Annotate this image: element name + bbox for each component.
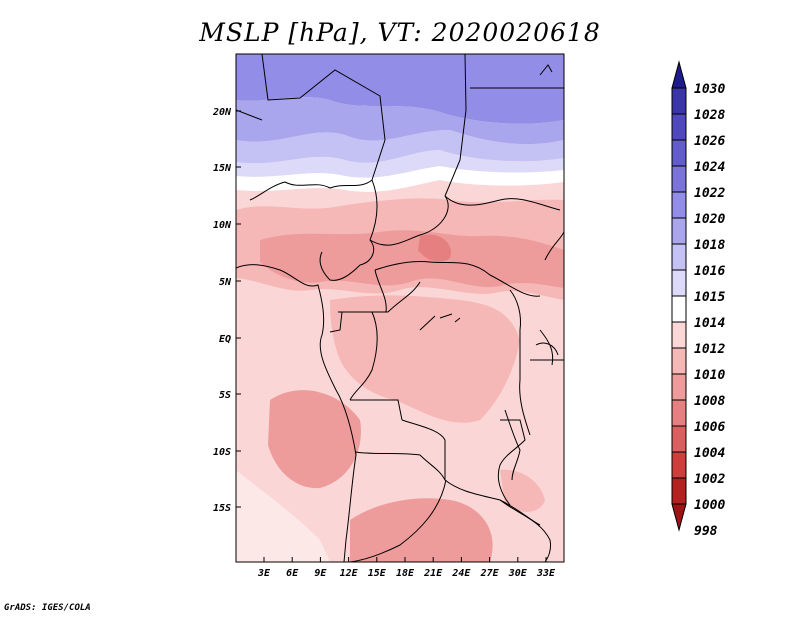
colorbar-label: 1026 bbox=[694, 134, 725, 149]
colorbar-swatch bbox=[671, 165, 687, 193]
lon-label: 18E bbox=[396, 568, 415, 579]
country-borders bbox=[236, 54, 564, 562]
lon-label: 12E bbox=[340, 568, 359, 579]
colorbar-swatch bbox=[671, 373, 687, 401]
lon-label: 24E bbox=[451, 568, 471, 579]
lat-label: 20N bbox=[212, 107, 232, 118]
colorbar-swatch bbox=[671, 139, 687, 167]
colorbar-swatch bbox=[671, 399, 687, 427]
colorbar-swatch bbox=[671, 217, 687, 245]
pressure-field bbox=[236, 54, 564, 562]
colorbar-swatch bbox=[671, 425, 687, 453]
colorbar-swatch bbox=[671, 269, 687, 297]
lat-label: EQ bbox=[219, 334, 231, 345]
colorbar-swatch bbox=[671, 295, 687, 323]
lat-label: 5N bbox=[219, 277, 232, 288]
lon-label: 6E bbox=[286, 568, 299, 579]
colorbar-label: 1030 bbox=[694, 82, 725, 97]
map-frame bbox=[235, 53, 565, 563]
colorbar-label: 1010 bbox=[694, 368, 725, 383]
colorbar-label: 1016 bbox=[694, 264, 725, 279]
colorbar-label: 1000 bbox=[694, 498, 725, 513]
colorbar-swatch bbox=[671, 451, 687, 479]
colorbar-swatch bbox=[671, 477, 687, 505]
longitude-axis: 3E 6E 9E 12E 15E 18E 21E 24E 27E 30E 33E bbox=[257, 557, 556, 579]
colorbar-top-arrow bbox=[671, 60, 687, 89]
colorbar-swatch bbox=[671, 321, 687, 349]
colorbar-label: 1002 bbox=[694, 472, 725, 487]
lat-label: 15N bbox=[213, 163, 232, 174]
lon-label: 3E bbox=[257, 568, 271, 579]
lat-label: 10S bbox=[213, 447, 231, 458]
colorbar-swatch bbox=[671, 243, 687, 271]
colorbar-label: 1004 bbox=[694, 446, 725, 461]
colorbar-swatch bbox=[671, 87, 687, 115]
grads-credit: GrADS: IGES/COLA bbox=[4, 603, 91, 613]
lon-label: 9E bbox=[314, 568, 327, 579]
colorbar-label: 1028 bbox=[694, 108, 725, 123]
colorbar-label: 1018 bbox=[694, 238, 725, 253]
colorbar-swatch bbox=[671, 347, 687, 375]
colorbar-label: 1006 bbox=[694, 420, 725, 435]
colorbar: 1030 1028 1026 1024 1022 1020 1018 1016 1015 1014… bbox=[671, 60, 725, 539]
lon-label: 21E bbox=[423, 568, 443, 579]
lat-label: 15S bbox=[213, 503, 231, 514]
colorbar-label: 1020 bbox=[694, 212, 725, 227]
latitude-axis: 20N 15N 10N 5N EQ 5S 10S 15S bbox=[212, 107, 241, 514]
lon-label: 33E bbox=[536, 568, 556, 579]
colorbar-swatch bbox=[671, 113, 687, 141]
map-title: MSLP [hPa], VT: 2020020618 bbox=[199, 18, 601, 47]
lat-label: 5S bbox=[219, 390, 231, 401]
lon-label: 27E bbox=[480, 568, 500, 579]
colorbar-label: 1022 bbox=[694, 186, 725, 201]
lon-label: 30E bbox=[508, 568, 528, 579]
colorbar-label: 1024 bbox=[694, 160, 725, 175]
colorbar-label: 1014 bbox=[694, 316, 725, 331]
colorbar-swatch bbox=[671, 191, 687, 219]
colorbar-label: 1008 bbox=[694, 394, 725, 409]
colorbar-label: 1015 bbox=[694, 290, 725, 305]
lon-label: 15E bbox=[368, 568, 387, 579]
colorbar-bottom-arrow bbox=[671, 503, 687, 532]
colorbar-label: 1012 bbox=[694, 342, 725, 357]
colorbar-label: 998 bbox=[694, 524, 718, 539]
lat-label: 10N bbox=[213, 220, 232, 231]
